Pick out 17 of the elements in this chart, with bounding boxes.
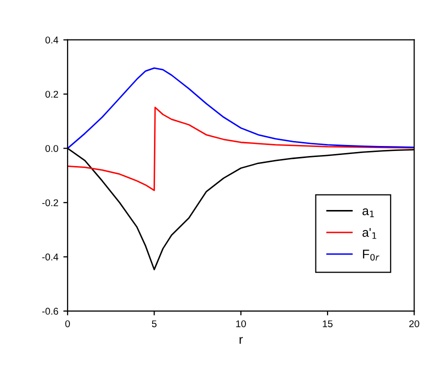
x-tick-label: 0 (65, 320, 70, 328)
y-tick-label: 0.4 (45, 36, 58, 44)
x-tick-label: 5 (152, 320, 157, 328)
line-series (68, 106, 414, 192)
legend-label: F$_{0r}$ (363, 250, 380, 261)
y-tick-label: -0.6 (42, 308, 58, 315)
y-tick-label: -0.4 (42, 254, 58, 260)
y-tick-label: 0.2 (45, 90, 58, 98)
x-axis-title: r (240, 337, 243, 344)
x-tick-label: 15 (322, 320, 333, 328)
x-tick-label: 20 (409, 320, 420, 328)
y-tick-label: -0.2 (42, 199, 58, 206)
legend-label: a$_{1}$ (362, 208, 374, 218)
legend-label: a'$_{1}$ (362, 228, 376, 239)
x-tick-label: 10 (236, 320, 246, 328)
y-tick-label: 0.0 (45, 145, 58, 152)
line-series (68, 67, 414, 150)
